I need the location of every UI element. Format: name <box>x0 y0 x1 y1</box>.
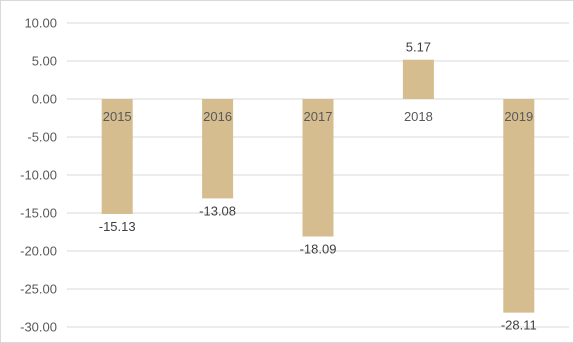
data-label: -28.11 <box>501 318 537 333</box>
data-label: 5.17 <box>406 40 431 55</box>
data-label: -13.08 <box>199 203 236 218</box>
y-tick-label: -5.00 <box>27 130 57 145</box>
y-tick-label: -20.00 <box>20 244 57 259</box>
bar <box>403 60 434 99</box>
y-tick-label: -30.00 <box>20 320 57 335</box>
bar <box>503 99 534 313</box>
y-tick-label: 0.00 <box>32 92 57 107</box>
y-tick-label: -15.00 <box>20 206 57 221</box>
y-tick-label: 10.00 <box>24 16 57 31</box>
y-tick-label: 5.00 <box>32 54 57 69</box>
data-label: -15.13 <box>99 219 136 234</box>
x-category-label: 2017 <box>304 109 333 124</box>
x-category-label: 2016 <box>203 109 232 124</box>
x-category-label: 2015 <box>103 109 132 124</box>
y-tick-label: -10.00 <box>20 168 57 183</box>
x-category-label: 2018 <box>404 109 433 124</box>
data-label: -18.09 <box>300 241 337 256</box>
x-category-label: 2019 <box>504 109 533 124</box>
y-tick-label: -25.00 <box>20 282 57 297</box>
